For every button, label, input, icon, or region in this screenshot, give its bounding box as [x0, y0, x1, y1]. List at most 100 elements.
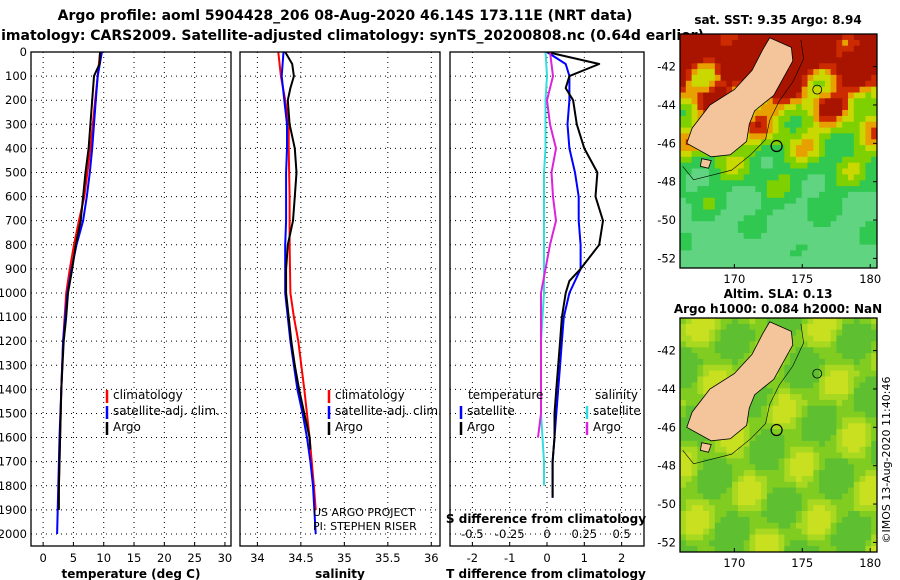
map-cell	[795, 180, 803, 187]
map-cell	[737, 262, 745, 268]
map-cell	[709, 440, 716, 448]
map-cell	[784, 464, 791, 471]
map-cell	[778, 394, 785, 401]
map-cell	[726, 203, 733, 210]
map-cell	[859, 63, 866, 70]
map-cell	[836, 133, 843, 140]
map-cell	[749, 51, 756, 58]
map-cell	[685, 394, 693, 401]
map-cell	[848, 203, 855, 210]
map-cell	[714, 69, 722, 76]
map-cell	[830, 221, 837, 228]
map-cell	[865, 197, 872, 205]
map-cell	[697, 209, 704, 216]
map-cell	[848, 323, 855, 331]
map-cell	[807, 499, 814, 506]
map-cell	[859, 411, 866, 418]
map-cell	[836, 335, 843, 342]
map-cell	[790, 399, 797, 407]
map-cell	[680, 227, 687, 234]
map-cell	[743, 487, 751, 494]
map-cell	[714, 528, 722, 535]
map-cell	[836, 180, 843, 187]
map-cell	[819, 522, 826, 530]
map-cell	[848, 139, 855, 146]
map-cell	[703, 318, 710, 325]
map-cell	[842, 45, 849, 53]
map-cell	[703, 197, 710, 205]
map-cell	[848, 45, 855, 53]
map-cell	[703, 191, 710, 199]
map-cell	[685, 399, 693, 407]
map-cell	[749, 250, 756, 257]
map-cell	[795, 540, 803, 547]
map-cell	[795, 69, 803, 76]
map-cell	[842, 429, 849, 436]
map-cell	[697, 370, 704, 377]
x-tick-label: 15	[127, 551, 142, 565]
map-cell	[761, 256, 768, 263]
map-cell	[842, 364, 849, 372]
map-cell	[865, 399, 872, 407]
map-cell	[737, 440, 745, 448]
map-cell	[714, 250, 722, 257]
map-cell	[824, 394, 832, 401]
map-cell	[836, 250, 843, 257]
map-cell	[685, 191, 693, 199]
map-cell	[865, 45, 872, 53]
map-cell	[842, 341, 849, 348]
map-cell	[871, 51, 877, 58]
map-cell	[842, 323, 849, 331]
map-cell	[871, 80, 877, 88]
map-cell	[737, 221, 745, 228]
map-cell	[714, 499, 722, 506]
map-cell	[813, 74, 820, 82]
map-cell	[836, 382, 843, 389]
depth-tick-label: 1900	[0, 503, 27, 517]
map-cell	[697, 34, 704, 41]
map-cell	[720, 74, 727, 82]
map-cell	[784, 511, 791, 518]
map-cell	[801, 452, 809, 459]
map-cell	[714, 162, 722, 170]
map-cell	[680, 394, 687, 401]
map-cell	[720, 186, 727, 193]
map-cell	[830, 358, 837, 366]
map-cell	[697, 516, 704, 524]
map-cell	[691, 475, 698, 483]
map-cell	[853, 382, 861, 389]
map-cell	[801, 405, 809, 413]
map-cell	[824, 51, 832, 58]
map-cell	[691, 162, 698, 170]
map-cell	[720, 540, 727, 547]
map-cell	[726, 481, 733, 489]
map-cell	[836, 34, 843, 41]
map-cell	[732, 540, 739, 547]
map-cell	[865, 546, 872, 552]
map-cell	[824, 238, 832, 246]
map-cell	[842, 446, 849, 454]
temperature-xlabel: temperature (deg C)	[62, 567, 201, 580]
map-cell	[737, 429, 745, 436]
x-tick-label: 25	[187, 551, 202, 565]
map-cell	[685, 221, 693, 228]
map-cell	[772, 256, 780, 263]
map-cell	[737, 511, 745, 518]
map-cell	[801, 440, 809, 448]
map-cell	[824, 505, 832, 512]
map-cell	[680, 127, 687, 134]
map-cell	[709, 511, 716, 518]
map-cell	[871, 435, 877, 442]
map-cell	[801, 133, 809, 140]
map-cell	[726, 358, 733, 366]
map-cell	[714, 376, 722, 383]
map-cell	[749, 335, 756, 342]
map-cell	[830, 256, 837, 263]
map-cell	[784, 458, 791, 465]
map-cell	[720, 227, 727, 234]
map-cell	[807, 435, 814, 442]
map-cell	[703, 475, 710, 483]
map-cell	[766, 505, 774, 512]
map-cell	[859, 370, 866, 377]
map-cell	[726, 191, 733, 199]
